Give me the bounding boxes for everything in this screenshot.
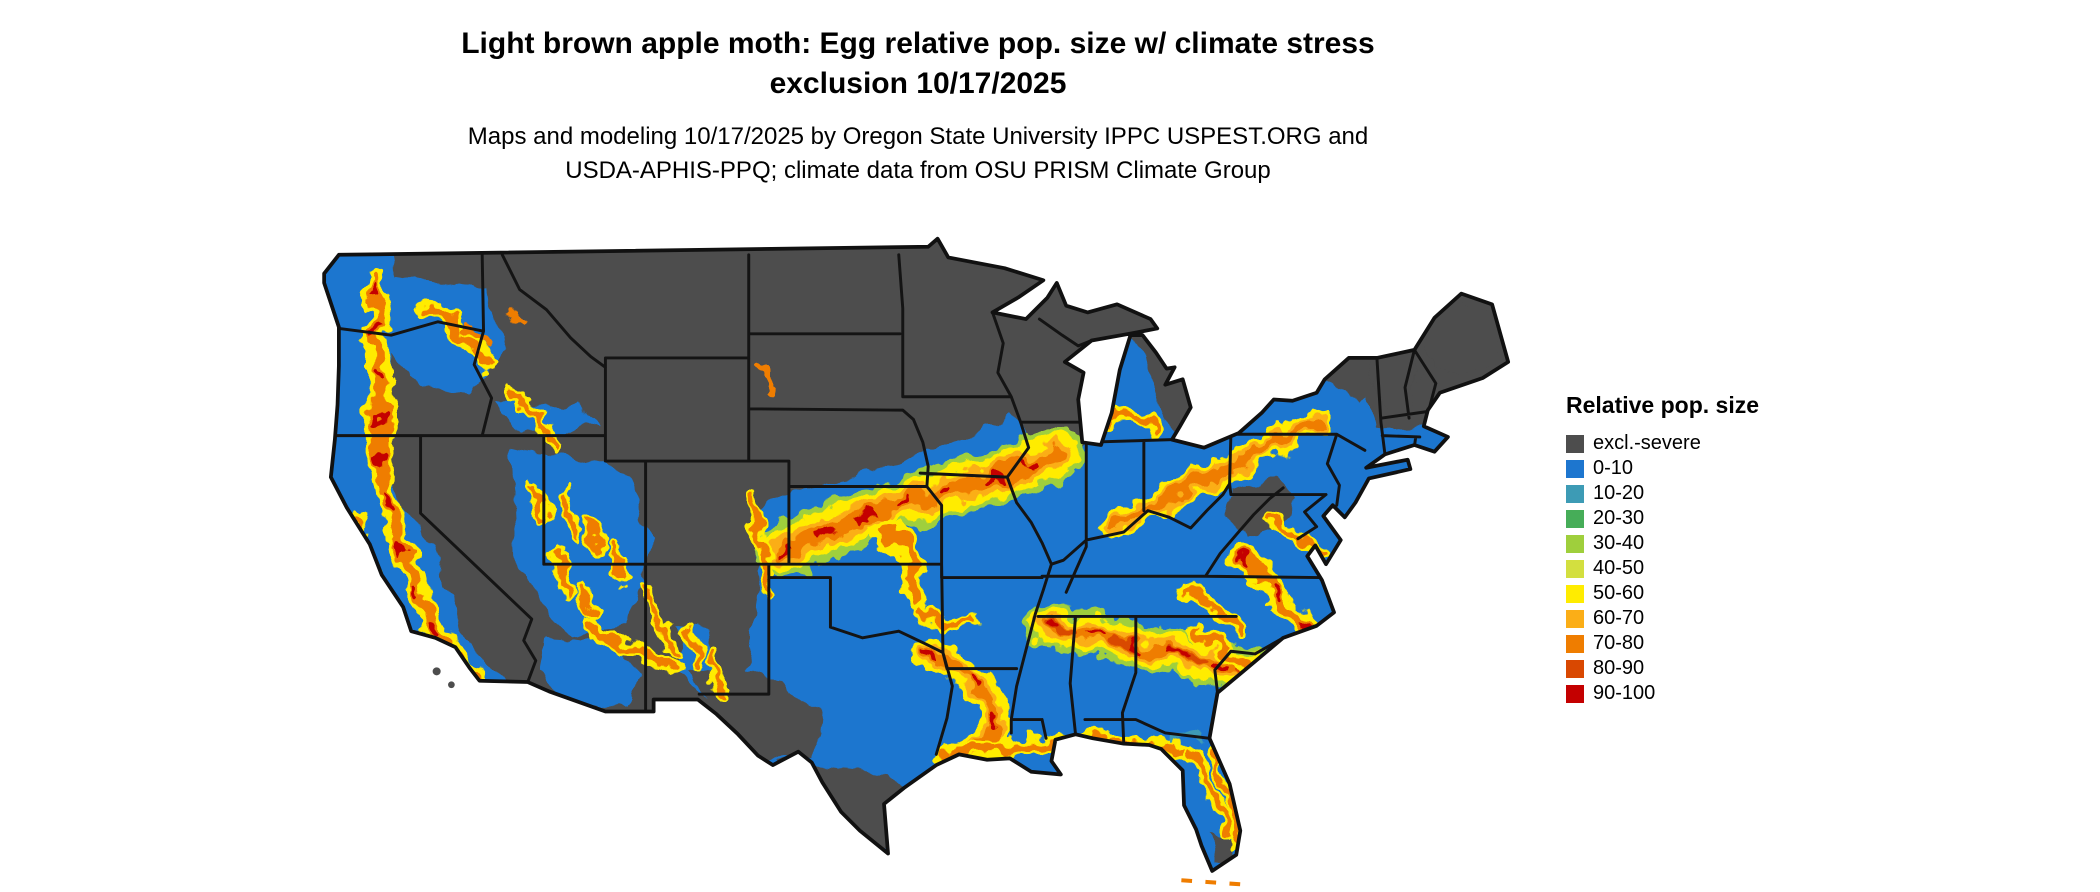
legend-swatch (1566, 559, 1584, 578)
legend: Relative pop. size excl.-severe 0-10 10-… (1566, 392, 1759, 706)
legend-item: 60-70 (1566, 606, 1759, 631)
map-header: Light brown apple moth: Egg relative pop… (308, 24, 1528, 188)
channel-island (448, 681, 455, 689)
legend-label: 30-40 (1593, 532, 1645, 554)
legend-label: 60-70 (1593, 607, 1645, 629)
legend-swatch (1566, 534, 1584, 553)
legend-swatch (1566, 659, 1584, 678)
legend-swatch (1566, 434, 1584, 453)
legend-label: 20-30 (1593, 507, 1645, 529)
legend-label: 90-100 (1593, 682, 1656, 704)
legend-label: excl.-severe (1593, 432, 1701, 454)
legend-item: 10-20 (1566, 481, 1759, 506)
legend-item: excl.-severe (1566, 431, 1759, 456)
legend-label: 70-80 (1593, 632, 1645, 654)
legend-item: 50-60 (1566, 581, 1759, 606)
page-title-line2: exclusion 10/17/2025 (769, 67, 1067, 100)
legend-swatch (1566, 609, 1584, 628)
legend-swatch (1566, 584, 1584, 603)
legend-items: excl.-severe 0-10 10-20 20-30 30-40 40-5… (1566, 431, 1759, 706)
legend-swatch (1566, 684, 1584, 703)
state-borders (332, 253, 1438, 756)
us-map-svg: Contiguous United States relative popula… (322, 236, 1511, 887)
legend-label: 40-50 (1593, 557, 1645, 579)
legend-label: 50-60 (1593, 582, 1645, 604)
map-raster (324, 238, 1509, 871)
channel-island (432, 667, 441, 676)
us-outline (322, 236, 1511, 873)
us-map: Contiguous United States relative popula… (308, 228, 1527, 891)
credits-line2: USDA-APHIS-PPQ; climate data from OSU PR… (565, 157, 1271, 184)
legend-item: 30-40 (1566, 531, 1759, 556)
legend-item: 40-50 (1566, 556, 1759, 581)
legend-swatch (1566, 634, 1584, 653)
legend-label: 10-20 (1593, 482, 1645, 504)
legend-swatch (1566, 509, 1584, 528)
legend-item: 20-30 (1566, 506, 1759, 531)
florida-keys (1181, 878, 1241, 887)
credits: Maps and modeling 10/17/2025 by Oregon S… (308, 120, 1528, 188)
credits-line1: Maps and modeling 10/17/2025 by Oregon S… (467, 123, 1369, 150)
legend-item: 0-10 (1566, 456, 1759, 481)
legend-label: 80-90 (1593, 657, 1645, 679)
legend-item: 80-90 (1566, 656, 1759, 681)
legend-label: 0-10 (1593, 457, 1634, 479)
legend-item: 90-100 (1566, 681, 1759, 706)
legend-title: Relative pop. size (1566, 392, 1760, 418)
page-title-line1: Light brown apple moth: Egg relative pop… (461, 27, 1375, 60)
legend-swatch (1566, 484, 1584, 503)
legend-swatch (1566, 459, 1584, 478)
legend-item: 70-80 (1566, 631, 1759, 656)
